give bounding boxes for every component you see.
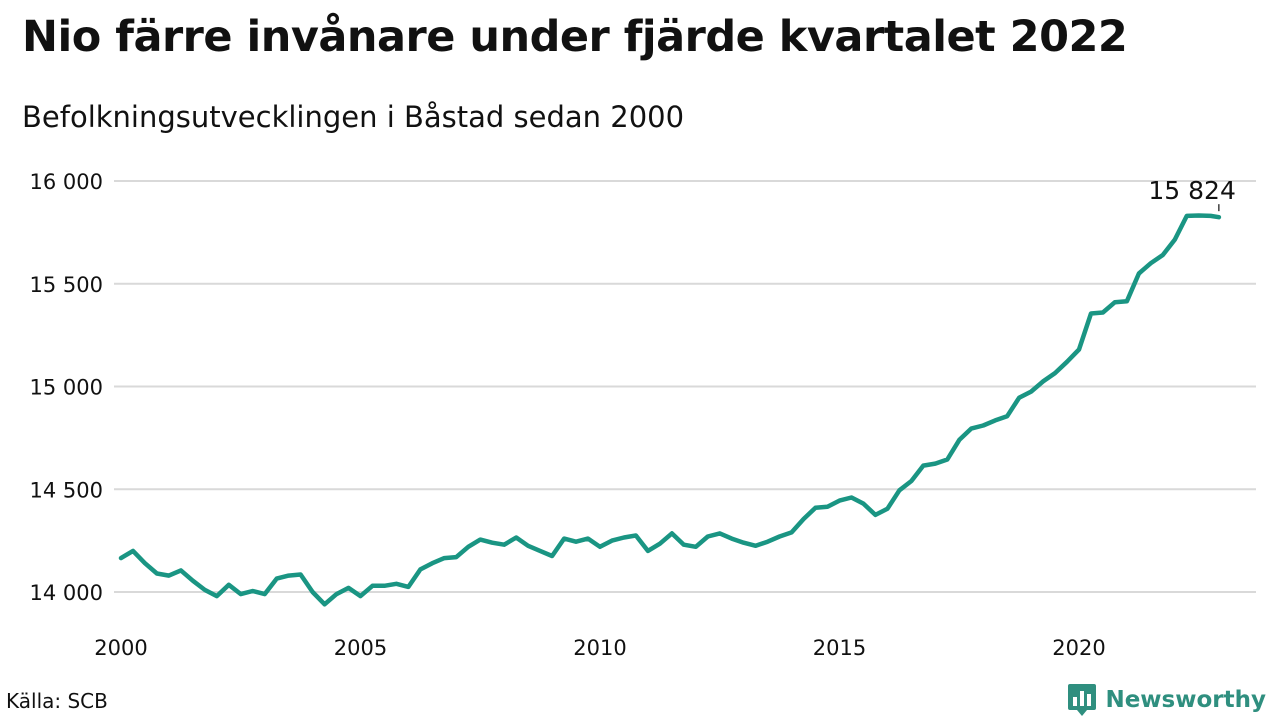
page-title: Nio färre invånare under fjärde kvartale…	[22, 12, 1128, 62]
y-tick-label: 15 500	[30, 273, 103, 297]
x-tick-label: 2000	[94, 636, 147, 660]
x-tick-label: 2020	[1052, 636, 1105, 660]
series-layer	[118, 213, 1222, 607]
x-axis-ticks: 2000 2005 2010 2015 2020	[94, 636, 1105, 660]
grid-lines	[114, 180, 1256, 593]
annotation-layer: 15 824	[1148, 176, 1236, 212]
y-axis-ticks: 14 000 14 500 15 000 15 500 16 000	[30, 170, 103, 605]
y-tick-label: 14 000	[30, 581, 103, 605]
y-tick-label: 14 500	[30, 478, 103, 502]
x-tick-label: 2015	[813, 636, 866, 660]
x-tick-label: 2010	[573, 636, 626, 660]
annotation-label: 15 824	[1148, 176, 1235, 205]
page-subtitle: Befolkningsutvecklingen i Båstad sedan 2…	[22, 100, 685, 134]
y-tick-label: 16 000	[30, 170, 103, 194]
brand-logo[interactable]: Newsworthy	[1067, 682, 1266, 718]
y-tick-label: 15 000	[30, 376, 103, 400]
series-line-0	[118, 213, 1222, 607]
bar-chart-icon	[1068, 684, 1097, 716]
brand-name: Newsworthy	[1105, 687, 1266, 713]
source-credit: Källa: SCB	[6, 689, 108, 713]
x-tick-label: 2005	[334, 636, 387, 660]
